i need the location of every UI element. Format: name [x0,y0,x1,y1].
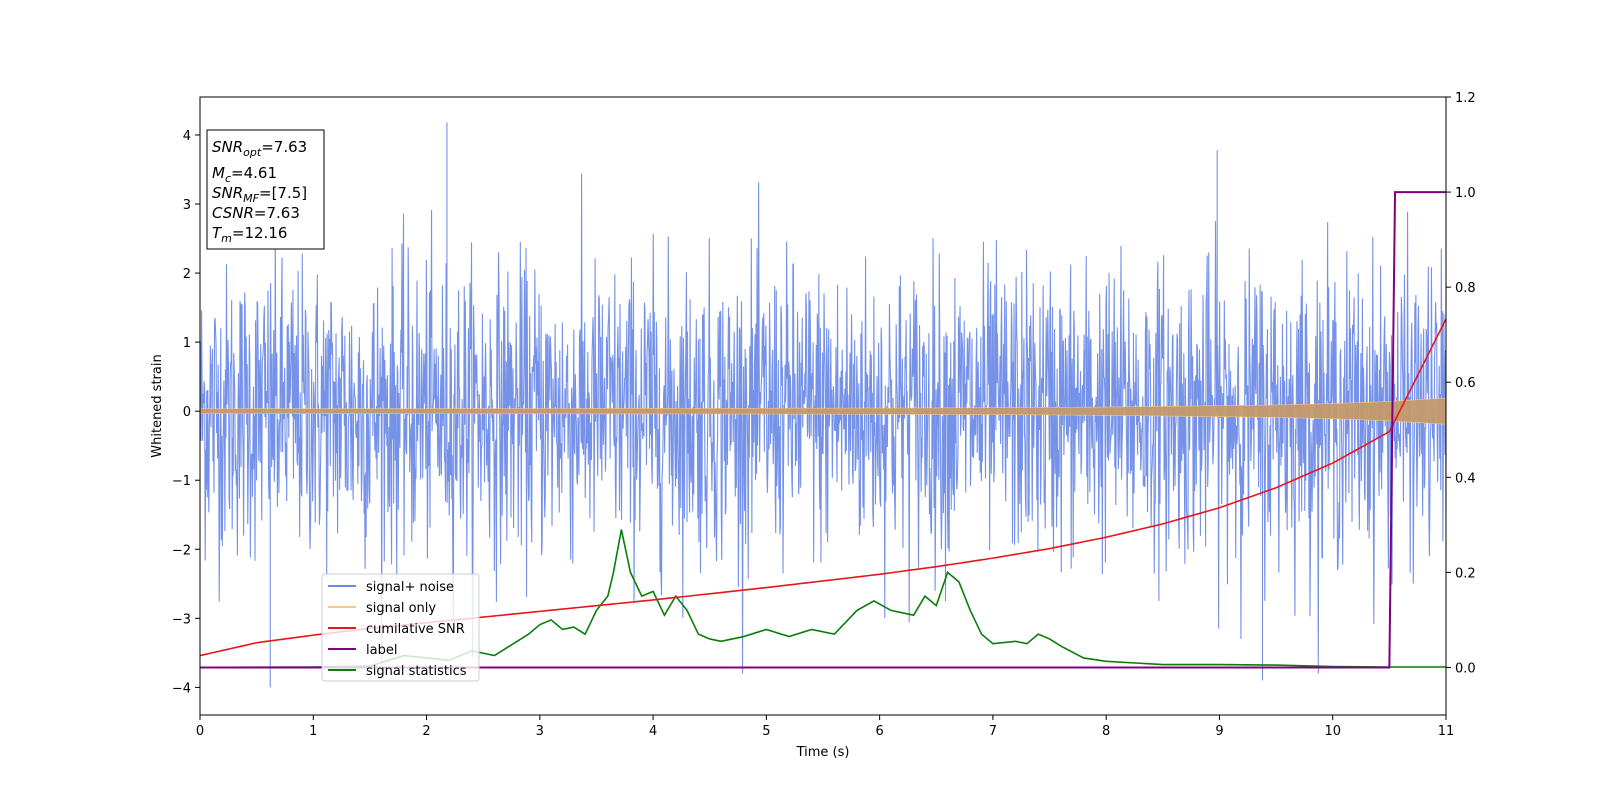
legend-entry: cumilative SNR [366,622,465,637]
x-tick-label: 3 [536,724,544,739]
info-snr-mf: SNRMF=[7.5] [212,184,307,205]
x-tick-label: 6 [875,724,883,739]
series-line-label [200,191,1446,669]
x-tick-label: 10 [1324,724,1341,739]
y-right-tick-label: 0.4 [1455,471,1476,486]
x-tick-label: 11 [1438,724,1455,739]
info-mc: Mc=4.61 [212,164,277,185]
x-tick-label: 8 [1102,724,1110,739]
y-right-tick-label: 0.2 [1455,566,1476,581]
legend: signal+ noise signal only cumilative SNR la… [321,573,480,682]
y-left-tick-label: −1 [172,474,191,489]
x-tick-label: 0 [196,724,204,739]
info-box: SNRopt=7.63 Mc=4.61 SNRMF=[7.5] CSNR=7.6… [206,129,325,250]
info-csnr: CSNR=7.63 [212,204,300,222]
y-left-tick-label: 2 [183,267,191,282]
y-right-tick-label: 0.6 [1455,376,1476,391]
y-left-tick-label: 3 [183,198,191,213]
legend-entry: signal statistics [366,664,467,679]
y-right-tick-label: 0.8 [1455,281,1476,296]
y-right-tick-label: 0.0 [1455,661,1476,676]
x-axis-label: Time (s) [796,745,850,760]
x-tick-label: 9 [1215,724,1223,739]
y-axis-label: Whitened strain [150,354,165,457]
y-right-tick-label: 1.0 [1455,186,1476,201]
signal-only-band [200,397,1446,425]
legend-entry: signal only [366,601,436,616]
series-signal-plus-noise [200,122,1446,688]
x-tick-label: 5 [762,724,770,739]
info-tm: Tm=12.16 [212,224,287,245]
plot-area [200,122,1446,688]
y-left-tick-label: 4 [183,129,191,144]
x-tick-label: 1 [309,724,317,739]
y-left-tick-label: 0 [183,405,191,420]
x-tick-label: 4 [649,724,657,739]
x-tick-label: 7 [989,724,997,739]
y-left-tick-label: −2 [172,543,191,558]
y-left-tick-label: 1 [183,336,191,351]
y-left-tick-label: −4 [172,681,191,696]
plot-frame [199,96,1447,716]
x-tick-label: 2 [422,724,430,739]
legend-entry: label [366,643,397,658]
legend-entry: signal+ noise [366,580,454,595]
axes-ticks: 0 1 2 3 4 5 6 7 8 9 10 1143210−1−2−3−41.21.00.80.60… [172,91,1476,739]
series-line-signal-statistics [200,529,1446,669]
series-signal-only [200,397,1446,425]
signal-plus-noise-trace [200,122,1446,688]
info-snr-opt: SNRopt=7.63 [212,138,307,159]
y-left-tick-label: −3 [172,612,191,627]
y-right-tick-label: 1.2 [1455,91,1476,106]
